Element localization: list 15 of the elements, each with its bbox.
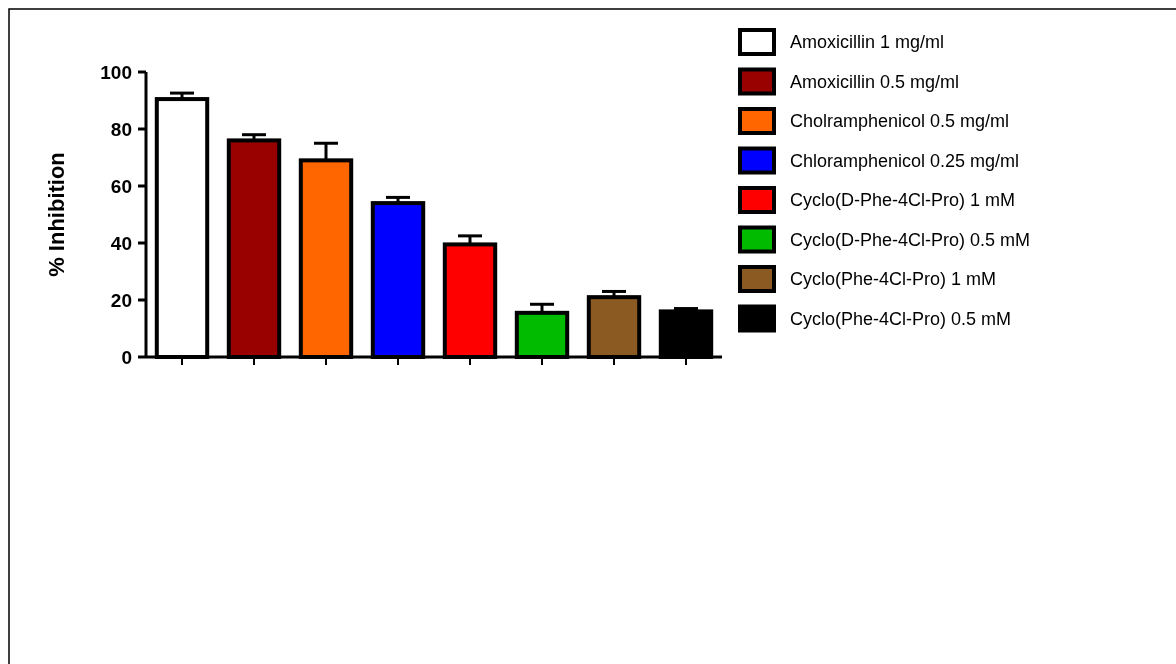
- y-tick-label: 100: [100, 61, 132, 83]
- y-axis-title: % Inhibition: [44, 152, 69, 277]
- legend-label: Cholramphenicol 0.5 mg/ml: [790, 111, 1010, 132]
- y-tick-label: 40: [110, 232, 132, 254]
- y-tick-label: 60: [110, 175, 132, 197]
- y-tick-label: 0: [121, 346, 132, 368]
- legend-label: Cyclo(D-Phe-4Cl-Pro) 1 mM: [790, 190, 1016, 211]
- legend-label: Cyclo(Phe-4Cl-Pro) 1 mM: [790, 269, 997, 290]
- legend-label: Cyclo(Phe-4Cl-Pro) 0.5 mM: [790, 308, 1012, 329]
- legend-label: Amoxicillin 1 mg/ml: [790, 32, 945, 53]
- y-tick-label: 80: [110, 118, 132, 140]
- legend-label: Chloramphenicol 0.25 mg/ml: [790, 150, 1020, 171]
- legend-label: Amoxicillin 0.5 mg/ml: [790, 71, 960, 92]
- y-tick-label: 20: [110, 289, 132, 311]
- legend-label: Cyclo(D-Phe-4Cl-Pro) 0.5 mM: [790, 229, 1031, 250]
